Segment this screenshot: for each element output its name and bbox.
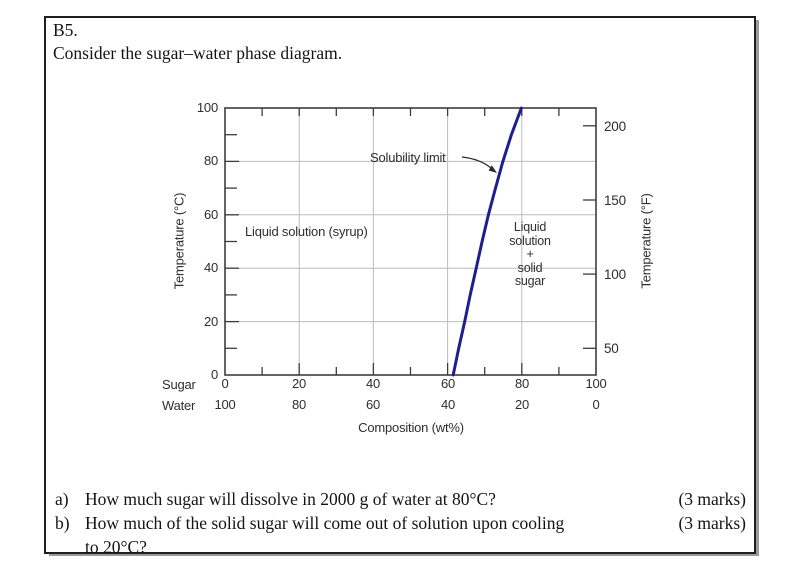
x-row-sugar-label: Sugar xyxy=(162,377,196,392)
gridlines xyxy=(225,108,596,375)
region-right-line5: sugar xyxy=(514,274,546,288)
solubility-limit-curve xyxy=(451,106,523,377)
water-20: 20 xyxy=(514,397,530,412)
question-prompt: Consider the sugar–water phase diagram. xyxy=(53,43,343,63)
sugar-100: 100 xyxy=(585,376,607,391)
question-number: B5. xyxy=(53,20,78,40)
annotation-arrowhead xyxy=(488,165,497,173)
yf-tick-200: 200 xyxy=(604,119,626,134)
region-right-line4: solid xyxy=(517,260,543,275)
x-row-water-label: Water xyxy=(162,398,196,413)
yf-tick-100: 100 xyxy=(604,267,626,282)
yf-tick-50: 50 xyxy=(604,341,619,356)
region-label-liquid-syrup: Liquid solution (syrup) xyxy=(245,224,368,239)
question-b-marks: (3 marks) xyxy=(678,513,746,533)
question-b-text-line2: to 20°C? xyxy=(85,537,147,557)
y-axis-title-fahrenheit: Temperature (°F) xyxy=(638,193,654,289)
water-60: 60 xyxy=(365,397,381,412)
question-box-border xyxy=(44,16,756,554)
x-axis-title: Composition (wt%) xyxy=(358,420,464,435)
sugar-0: 0 xyxy=(221,376,229,391)
water-40: 40 xyxy=(440,397,456,412)
region-right-line2: solution xyxy=(509,233,551,248)
yc-tick-60: 60 xyxy=(203,207,218,222)
region-label-liquid-plus-solid: Liquid solution + solid sugar xyxy=(509,220,551,289)
water-80: 80 xyxy=(291,397,307,412)
sugar-60: 60 xyxy=(440,376,456,391)
yc-tick-100: 100 xyxy=(196,100,218,115)
question-a-id: a) xyxy=(55,489,69,509)
annotation-arrow-line xyxy=(461,156,492,169)
yc-tick-80: 80 xyxy=(203,153,218,168)
region-right-line3: + xyxy=(526,247,534,261)
sugar-40: 40 xyxy=(365,376,381,391)
question-a-marks: (3 marks) xyxy=(678,489,746,509)
region-right-line1: Liquid xyxy=(513,220,547,234)
water-0: 0 xyxy=(592,397,600,412)
solubility-limit-label: Solubility limit xyxy=(370,150,446,165)
yc-tick-40: 40 xyxy=(203,260,218,275)
yf-tick-150: 150 xyxy=(604,193,626,208)
question-b-id: b) xyxy=(55,513,70,533)
axis-ticks xyxy=(225,108,596,375)
sugar-20: 20 xyxy=(291,376,307,391)
yc-tick-20: 20 xyxy=(203,314,218,329)
water-100: 100 xyxy=(214,397,236,412)
y-axis-title-celsius: Temperature (°C) xyxy=(171,192,187,290)
sugar-80: 80 xyxy=(514,376,530,391)
question-a-text: How much sugar will dissolve in 2000 g o… xyxy=(85,489,496,509)
plot-frame xyxy=(224,107,597,376)
yc-tick-0: 0 xyxy=(210,367,218,382)
question-b-text: How much of the solid sugar will come ou… xyxy=(85,513,565,533)
